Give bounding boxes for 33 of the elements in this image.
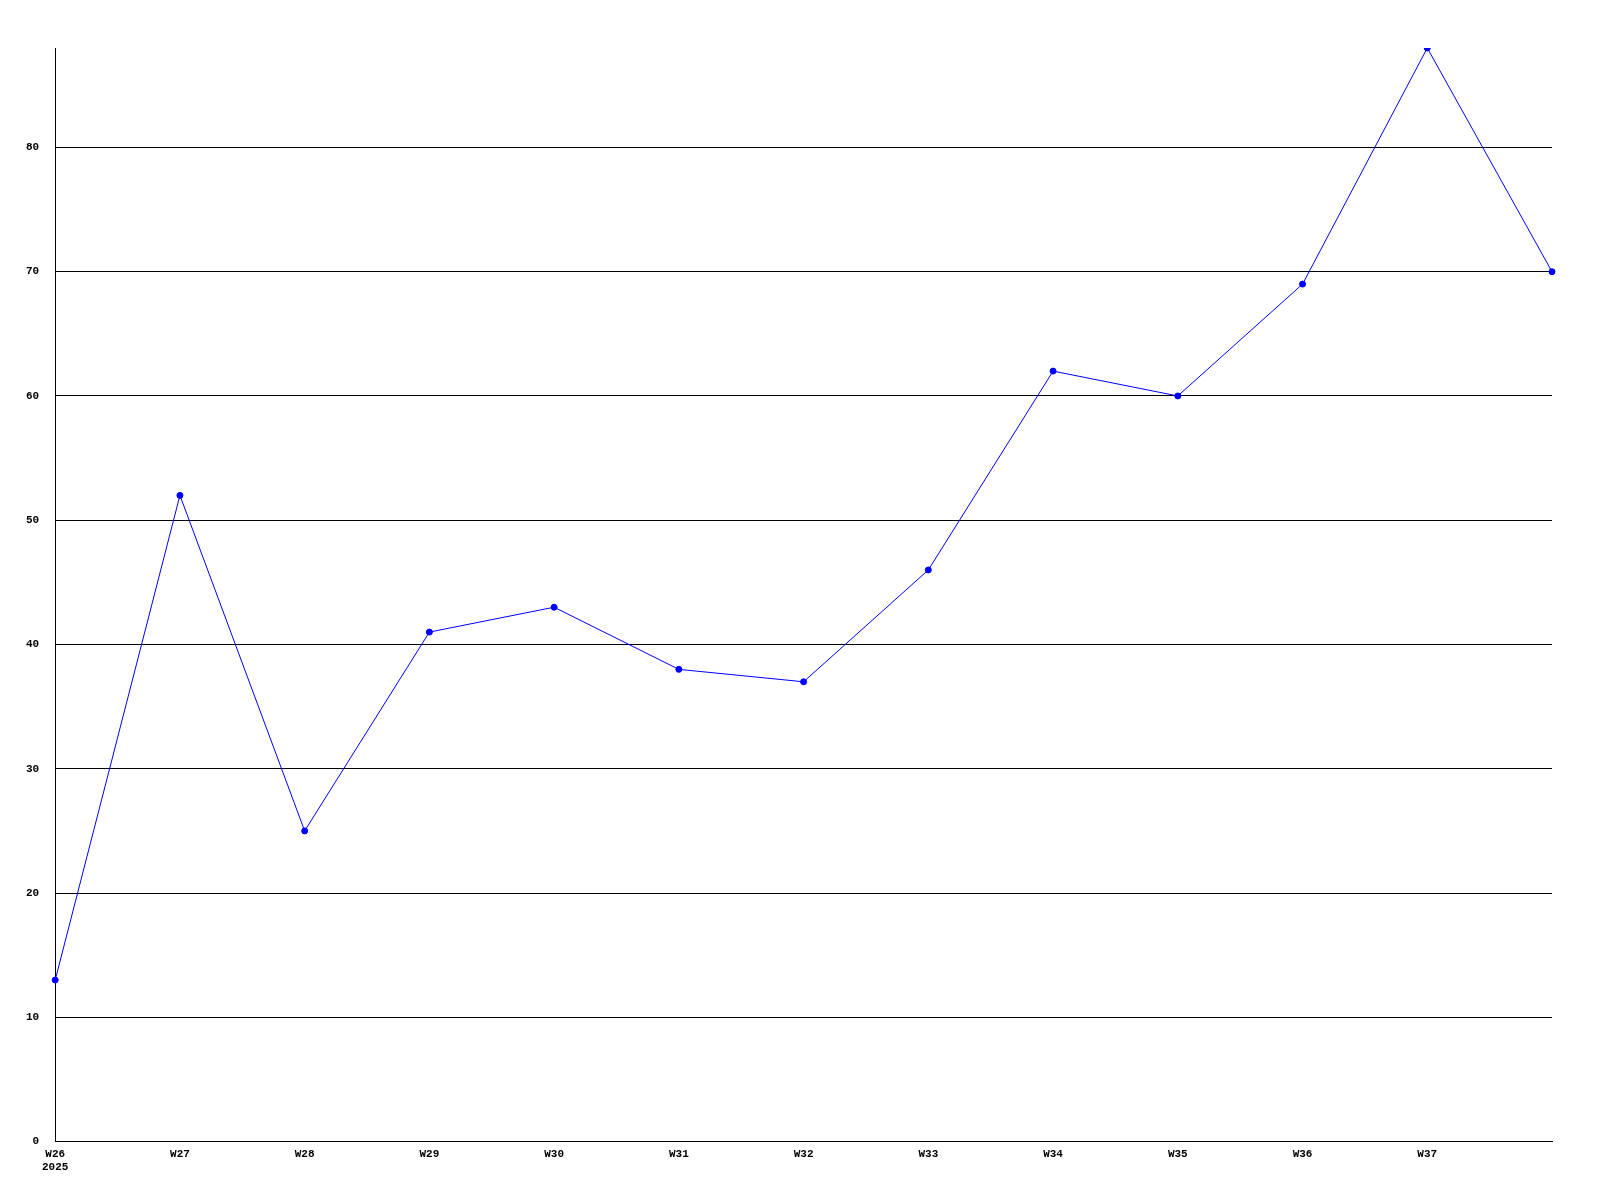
x-tick-label: W33 bbox=[918, 1147, 939, 1160]
point bbox=[1548, 268, 1556, 276]
point bbox=[550, 603, 558, 611]
x-tick-label: W37 bbox=[1417, 1147, 1438, 1160]
y-tick-label: 10 bbox=[26, 1011, 40, 1024]
x-tick-label: W34 bbox=[1043, 1147, 1064, 1160]
point bbox=[425, 628, 433, 636]
x-tick-label: W26 2025 bbox=[42, 1147, 69, 1174]
y-tick-label: 60 bbox=[26, 389, 40, 402]
point bbox=[800, 678, 808, 686]
x-tick-label: W27 bbox=[170, 1147, 190, 1160]
y-tick-label: 20 bbox=[26, 886, 40, 899]
x-tick-label: W32 bbox=[793, 1147, 814, 1160]
x-tick-label: W28 bbox=[294, 1147, 315, 1160]
point bbox=[924, 566, 932, 574]
y-tick-label: 50 bbox=[26, 514, 40, 526]
x-tick-label: W30 bbox=[544, 1147, 565, 1160]
point bbox=[301, 827, 309, 835]
point bbox=[1299, 280, 1307, 288]
x-tick-label: W31 bbox=[668, 1147, 690, 1160]
point bbox=[675, 665, 683, 673]
y-tick-label: 30 bbox=[26, 762, 40, 775]
y-tick-label: 0 bbox=[32, 1135, 40, 1148]
point bbox=[1049, 367, 1057, 375]
y-tick-label: 40 bbox=[26, 638, 40, 651]
y-tick-label: 80 bbox=[26, 141, 40, 154]
x-tick-label: W29 bbox=[419, 1147, 440, 1160]
point bbox=[1174, 392, 1182, 400]
x-tick-label: W35 bbox=[1167, 1147, 1189, 1160]
point bbox=[176, 491, 184, 499]
x-tick-label: W36 bbox=[1292, 1147, 1313, 1160]
point bbox=[51, 976, 59, 984]
y-tick-label: 70 bbox=[26, 265, 40, 278]
